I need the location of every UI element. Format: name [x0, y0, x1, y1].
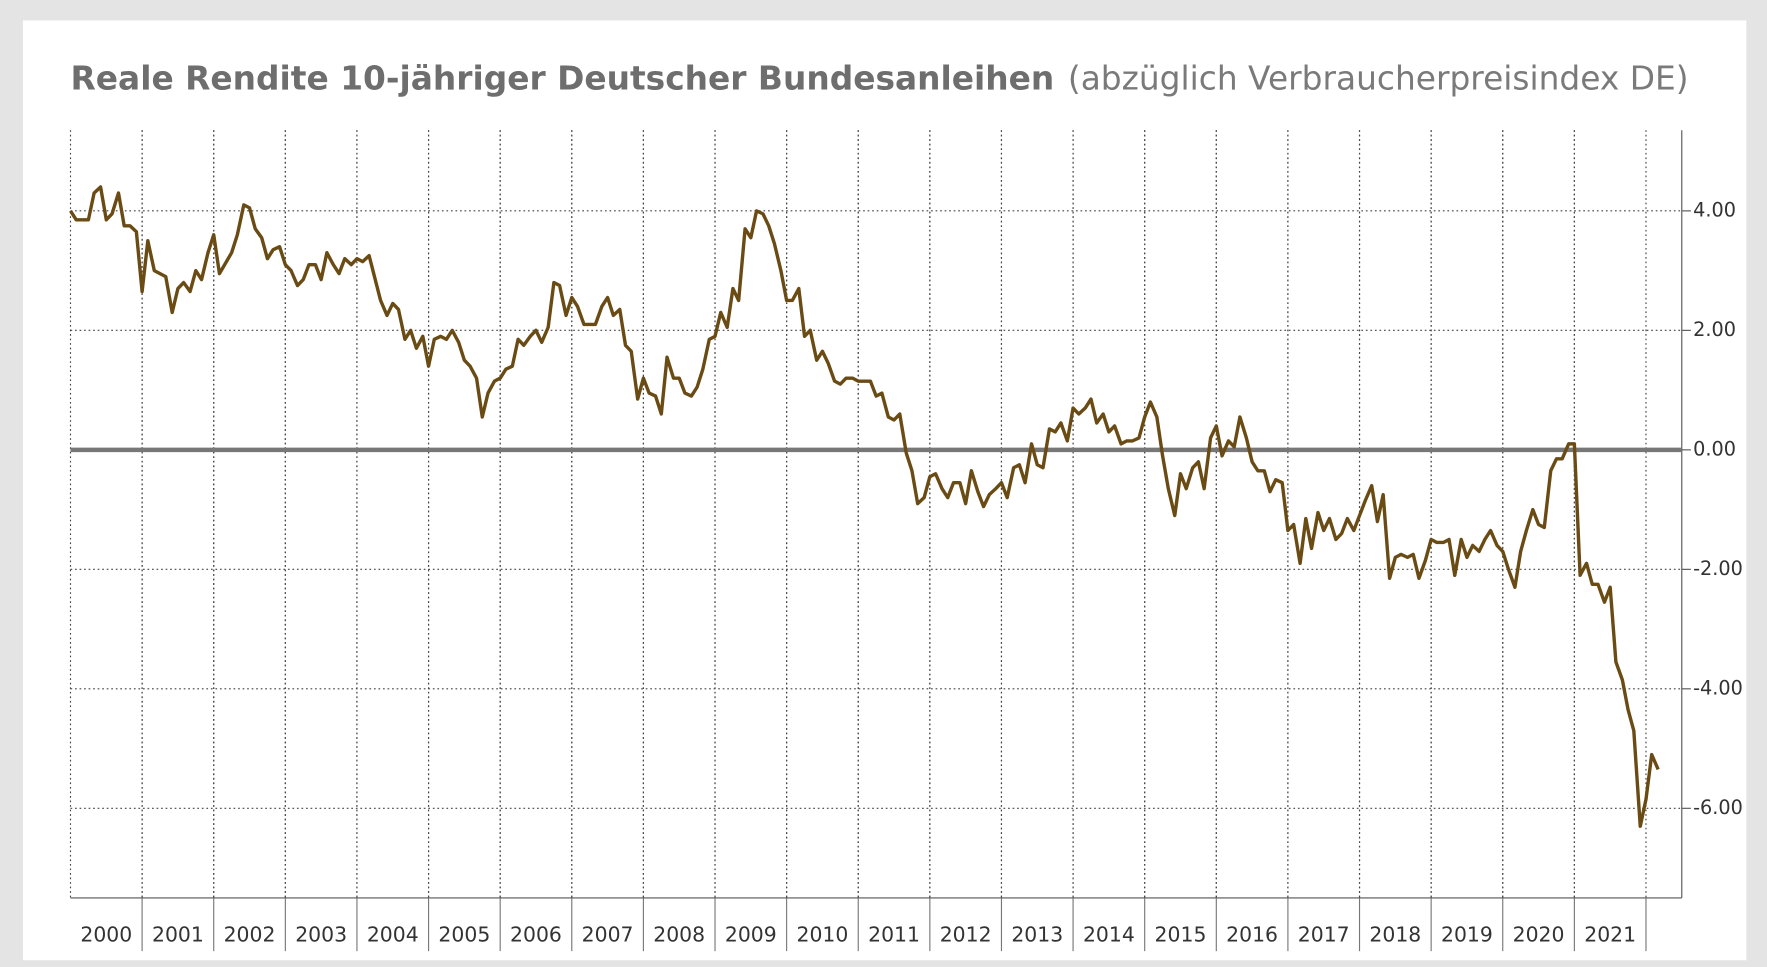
x-tick-label: 2004	[367, 922, 419, 946]
chart-background	[22, 20, 1747, 961]
data-line	[69, 185, 1660, 828]
x-tick-label: 2021	[1584, 922, 1636, 946]
x-tick-label: 2013	[1011, 922, 1063, 946]
x-tick-label: 2008	[653, 922, 705, 946]
chart-heading: Reale Rendite 10-jähriger Deutscher Bund…	[70, 59, 1688, 97]
x-tick-label: 2009	[725, 922, 777, 946]
y-tick-label: 0.00	[1693, 437, 1736, 460]
x-tick-label: 2010	[797, 922, 849, 946]
plot	[69, 185, 1660, 828]
x-tick-label: 2011	[868, 922, 920, 946]
y-tick-label: 4.00	[1693, 198, 1736, 221]
x-tick-label: 2012	[940, 922, 992, 946]
chart-title: Reale Rendite 10-jähriger Deutscher Bund…	[70, 59, 1054, 97]
y-tick-label: -6.00	[1693, 796, 1743, 819]
x-tick-label: 2014	[1083, 922, 1135, 946]
x-tick-label: 2015	[1155, 922, 1207, 946]
x-tick-label: 2019	[1441, 922, 1493, 946]
x-tick-label: 2003	[295, 922, 347, 946]
x-tick-label: 2000	[80, 922, 132, 946]
x-tick-label: 2006	[510, 922, 562, 946]
chart-subtitle: (abzüglich Verbraucherpreisindex DE)	[1068, 59, 1689, 97]
x-tick-label: 2020	[1513, 922, 1565, 946]
y-tick-label: -2.00	[1693, 557, 1743, 580]
y-tick-label: 2.00	[1693, 318, 1736, 341]
y-tick-label: -4.00	[1693, 676, 1743, 699]
x-tick-label: 2005	[438, 922, 490, 946]
x-tick-label: 2018	[1369, 922, 1421, 946]
grid: -6.00 -4.00 -2.00 0.00 2.00 4.00 2000 2001 2002 2…	[69, 130, 1743, 952]
x-tick-label: 2016	[1226, 922, 1278, 946]
x-tick-label: 2002	[224, 922, 276, 946]
x-tick-label: 2001	[152, 922, 204, 946]
x-tick-label: 2017	[1298, 922, 1350, 946]
x-tick-label: 2007	[582, 922, 634, 946]
